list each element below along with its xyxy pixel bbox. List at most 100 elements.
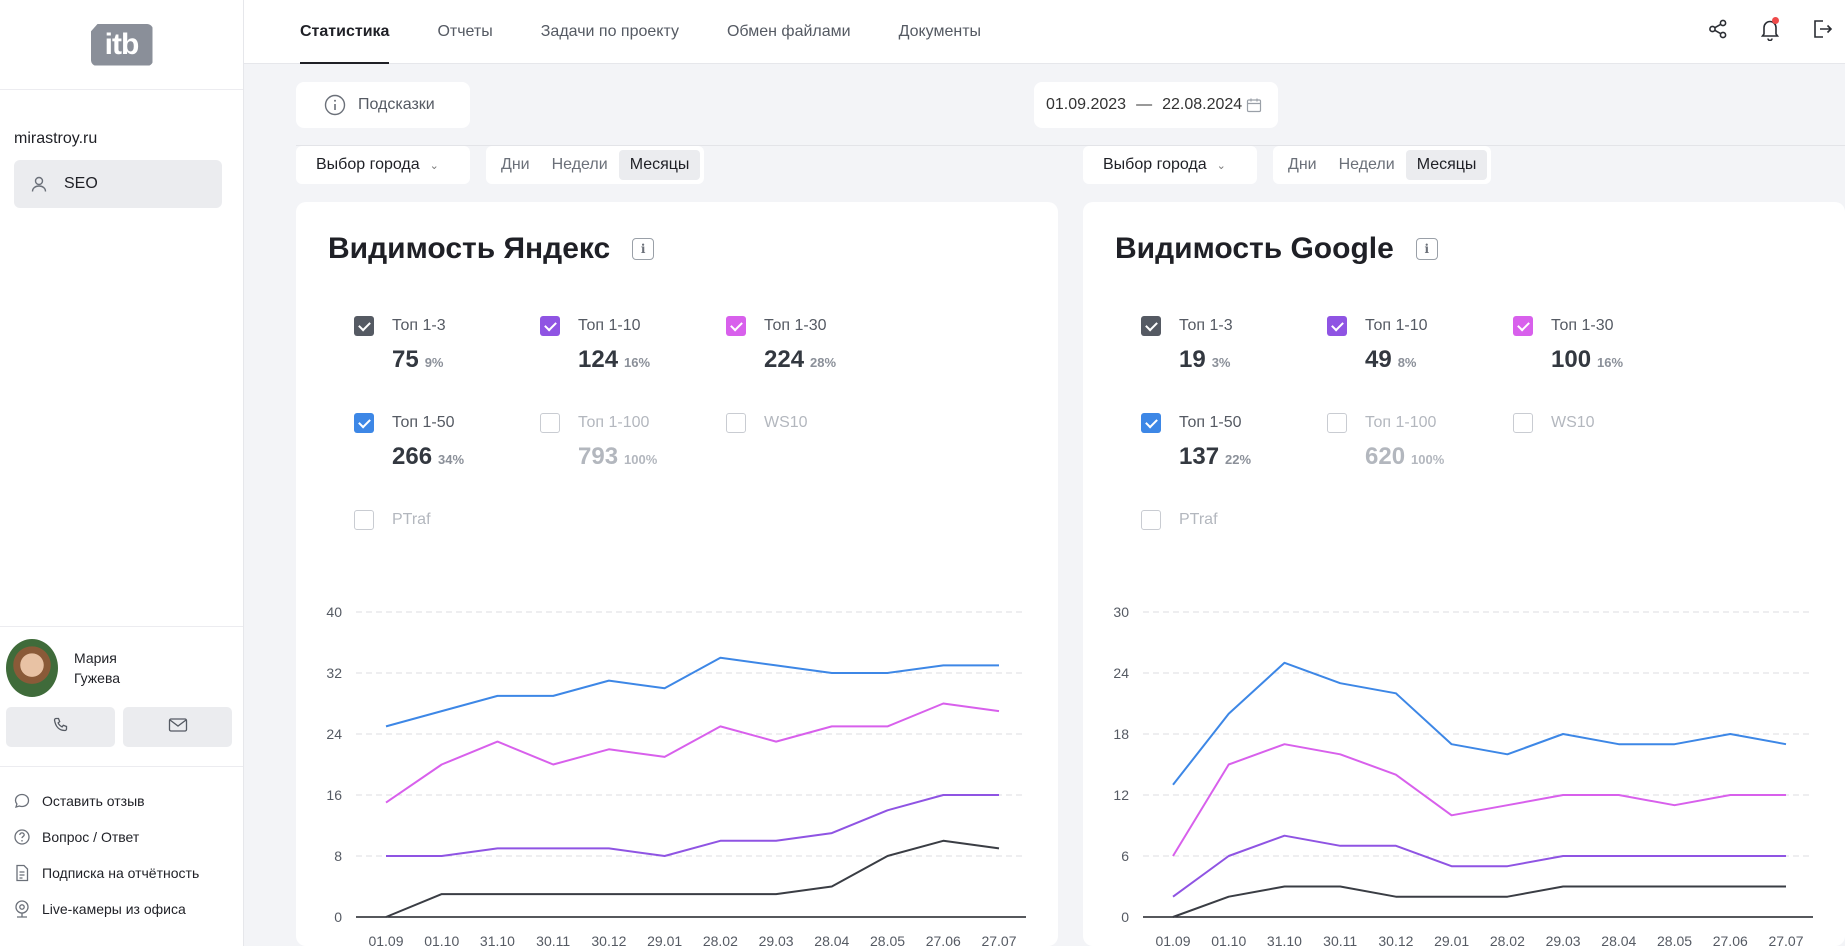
metric-checkbox[interactable]	[540, 316, 560, 336]
metric-checkbox[interactable]	[1327, 413, 1347, 433]
x-tick-label: 27.06	[926, 933, 961, 946]
x-tick-label: 30.11	[1323, 933, 1357, 946]
metric-checkbox[interactable]	[726, 316, 746, 336]
live-cameras-link[interactable]: Live-камеры из офиса	[0, 891, 243, 927]
period-months[interactable]: Месяцы	[618, 150, 701, 180]
sidebar-links: Оставить отзыв Вопрос / Ответ Подписка н…	[0, 766, 243, 927]
tab-reports[interactable]: Отчеты	[437, 23, 493, 40]
metric-checkbox[interactable]	[726, 413, 746, 433]
y-tick-label: 12	[1113, 787, 1129, 803]
series-line-3[interactable]	[1172, 885, 1786, 918]
chevron-down-icon: ⌄	[429, 159, 439, 172]
call-manager-button[interactable]	[6, 707, 115, 747]
tab-file-exchange[interactable]: Обмен файлами	[726, 23, 851, 40]
metric-checkbox[interactable]	[1141, 316, 1161, 336]
y-tick-label: 32	[326, 665, 342, 681]
chevron-down-icon: ⌄	[1216, 159, 1226, 172]
metric-value-wrap: 137 22%	[1179, 443, 1321, 471]
hints-button[interactable]: Подсказки	[296, 82, 470, 128]
y-tick-label: 8	[334, 848, 342, 864]
metric-row: PTraf	[354, 510, 534, 530]
x-tick-label: 27.07	[1768, 933, 1803, 946]
manager-block: Мария Гужева	[0, 626, 243, 747]
question-icon	[12, 827, 32, 847]
series-line-3[interactable]	[385, 839, 1000, 918]
metric-percent: 8%	[1397, 355, 1417, 370]
info-icon[interactable]: i	[1415, 238, 1438, 260]
top-actions	[1705, 14, 1835, 44]
period-days[interactable]: Дни	[501, 156, 530, 173]
series-line-2[interactable]	[386, 794, 999, 857]
logout-icon[interactable]	[1809, 14, 1835, 44]
email-manager-button[interactable]	[123, 707, 232, 747]
metric-checkbox[interactable]	[1141, 413, 1161, 433]
metric-checkbox[interactable]	[540, 413, 560, 433]
mail-icon	[168, 717, 188, 738]
metric-checkbox[interactable]	[1513, 316, 1533, 336]
sidebar-item-seo[interactable]: SEO	[14, 160, 222, 208]
metric-label: Топ 1-3	[1179, 317, 1233, 334]
metric-checkbox[interactable]	[1141, 510, 1161, 530]
yandex-line-chart: 0 8 16 24 32 40 01.09 01.10 31.10 30.11 30.12 29.01…	[326, 604, 1026, 946]
card-title: Видимость Яндекс	[328, 232, 611, 265]
itb-logo[interactable]: itb	[90, 23, 153, 66]
x-tick-label: 31.10	[1267, 933, 1302, 946]
period-weeks[interactable]: Недели	[1338, 156, 1395, 173]
metric-label: Топ 1-50	[1179, 414, 1242, 431]
metric-checkbox[interactable]	[1513, 413, 1533, 433]
metric-checkbox[interactable]	[354, 510, 374, 530]
period-switch-yandex: Дни Недели Месяцы	[486, 146, 705, 184]
y-tick-label: 24	[1113, 665, 1129, 681]
city-select-google[interactable]: Выбор города ⌄	[1083, 146, 1257, 184]
controls-divider	[296, 145, 1845, 146]
info-icon[interactable]: i	[632, 238, 655, 260]
tab-statistics[interactable]: Статистика	[300, 0, 390, 64]
x-tick-label: 29.03	[1546, 933, 1581, 946]
metric-row: Топ 1-30	[1513, 316, 1693, 336]
metric-value: 620	[1365, 443, 1406, 470]
notification-dot	[1772, 17, 1779, 24]
series-line-0[interactable]	[385, 656, 999, 728]
metric-percent: 28%	[810, 355, 837, 370]
metric-percent: 3%	[1211, 355, 1231, 370]
series-line-2[interactable]	[1172, 834, 1786, 898]
metric-row: Топ 1-10	[540, 316, 720, 336]
metric-value: 137	[1179, 443, 1220, 470]
report-subscription-link[interactable]: Подписка на отчётность	[0, 855, 243, 891]
faq-link[interactable]: Вопрос / Ответ	[0, 819, 243, 855]
city-select-yandex[interactable]: Выбор города ⌄	[296, 146, 470, 184]
metric-label: Топ 1-100	[1365, 414, 1437, 431]
metric-label: Топ 1-3	[392, 317, 446, 334]
metric-checkbox[interactable]	[354, 413, 374, 433]
period-switch-google: Дни Недели Месяцы	[1273, 146, 1492, 184]
metric-label: Топ 1-50	[392, 414, 455, 431]
date-range-picker[interactable]: 01.09.2023 — 22.08.2024	[1034, 82, 1278, 128]
period-days[interactable]: Дни	[1288, 156, 1317, 173]
metric-row: WS10	[726, 413, 906, 433]
y-tick-label: 0	[334, 909, 342, 925]
series-line-1[interactable]	[1172, 743, 1786, 857]
x-tick-label: 01.10	[1211, 933, 1246, 946]
metric-label: PTraf	[392, 511, 431, 528]
series-line-1[interactable]	[385, 702, 1000, 804]
metric-item: WS10	[1513, 413, 1693, 433]
metric-label: WS10	[764, 414, 808, 431]
metric-item: WS10	[726, 413, 906, 433]
period-months[interactable]: Месяцы	[1405, 150, 1488, 180]
metric-checkbox[interactable]	[354, 316, 374, 336]
feedback-link[interactable]: Оставить отзыв	[0, 783, 243, 819]
series-line-0[interactable]	[1172, 661, 1787, 786]
share-icon[interactable]	[1705, 14, 1731, 44]
metric-checkbox[interactable]	[1327, 316, 1347, 336]
metric-row: PTraf	[1141, 510, 1321, 530]
main-tabs: Статистика Отчеты Задачи по проекту Обме…	[300, 0, 1029, 64]
tab-project-tasks[interactable]: Задачи по проекту	[540, 23, 679, 40]
metric-value-wrap: 100 16%	[1551, 346, 1693, 374]
x-tick-label: 27.07	[981, 933, 1016, 946]
tab-documents[interactable]: Документы	[898, 23, 982, 40]
metric-row: Топ 1-50	[1141, 413, 1321, 433]
document-icon	[12, 863, 32, 883]
bell-icon[interactable]	[1757, 14, 1783, 44]
metric-item: Топ 1-100 620 100%	[1327, 413, 1507, 471]
period-weeks[interactable]: Недели	[551, 156, 608, 173]
